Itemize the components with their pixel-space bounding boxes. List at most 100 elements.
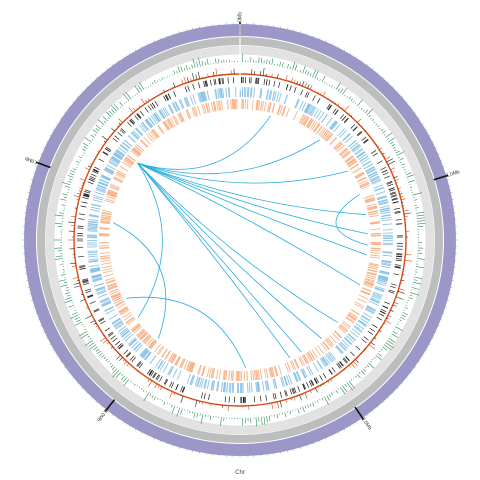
reverse-cds [216,100,219,111]
gc-skew-bar [206,58,209,65]
rna-gene [151,102,156,109]
gc-skew-bar [360,107,363,110]
forward-cds [321,356,329,366]
rna-gene [83,194,90,197]
reverse-cds [273,366,278,377]
gc-skew-bar [105,358,108,362]
reverse-cds [307,351,314,361]
rna-gene [388,289,395,293]
ideogram-tick [111,414,114,417]
reverse-cds [113,177,123,183]
gc-skew-bar [200,414,204,424]
gc-spike [400,196,404,198]
ideogram-tick [172,33,174,36]
gc-spike [352,361,358,367]
rna-gene [90,173,97,177]
reverse-cds [364,194,374,199]
reverse-cds [222,370,225,381]
reverse-cds [127,318,136,326]
gc-spike [215,68,218,76]
gc-skew-bar [119,101,124,107]
forward-cds [113,153,123,160]
ideogram-tick [337,431,339,434]
ideogram-tick [331,434,333,437]
gc-skew-bar [319,399,321,401]
gc-skew-bar [150,84,152,86]
reverse-cds [183,360,189,370]
reverse-cds [368,210,378,214]
forward-cds [162,107,169,117]
reverse-cds [125,156,135,164]
reverse-cds [212,101,216,112]
reverse-cds [100,257,111,260]
reverse-cds [188,362,194,372]
gc-skew-bar [391,333,399,338]
forward-cds [87,230,98,232]
gc-skew-bar [62,181,71,186]
rna-gene [82,281,89,284]
rna-gene [136,113,141,119]
gc-skew-bar [412,281,422,285]
gc-skew-bar [344,95,346,97]
rna-gene [102,151,108,156]
reverse-cds [357,177,367,183]
gc-skew-bar [403,169,406,171]
reverse-cds [361,287,372,292]
forward-cds [294,372,299,382]
reverse-cds [358,294,369,300]
gc-spike [98,327,100,329]
ideogram-tick [437,153,440,155]
gc-skew-bar [68,181,72,183]
gc-skew-bar [268,415,271,422]
forward-cds [127,135,136,143]
forward-cds [130,132,139,140]
forward-cds [250,87,252,98]
reverse-cds [368,265,379,269]
gc-skew-bar [201,60,204,66]
reverse-cds [268,102,272,113]
ideogram-tick [141,431,143,434]
gc-skew-bar [287,63,289,69]
forward-cds [87,226,98,229]
gc-skew-bar [83,146,88,149]
rna-gene [342,358,348,364]
ideogram-tick [444,306,447,308]
reverse-cds [201,365,205,376]
gc-spike [271,73,273,78]
gc-spike [198,400,201,404]
gc-spike [80,293,84,296]
gc-skew-bar [120,375,126,381]
reverse-cds [230,370,233,381]
gc-skew-bar [366,364,370,368]
gc-skew-bar [115,372,122,378]
rna-gene [98,318,105,322]
reverse-cds [313,123,320,133]
gc-spike [118,122,121,125]
rna-gene [339,114,345,120]
gc-spike [111,127,115,132]
synteny-link [137,162,338,323]
gc-skew-track [53,53,426,427]
rna-gene [147,105,152,111]
gc-skew-bar [402,166,405,168]
rna-gene [85,290,92,294]
forward-cds [265,89,269,100]
forward-cds [158,110,165,120]
gc-spike [130,113,132,115]
forward-cds [360,157,370,164]
forward-cds [96,289,107,294]
forward-cds [366,168,376,174]
forward-cds [338,342,347,351]
reverse-cds [205,103,209,114]
forward-cds [92,199,103,203]
gc-skew-bar [328,84,331,86]
reverse-cds [99,227,110,229]
reverse-cds [329,335,337,344]
gc-skew-bar [404,171,407,173]
gc-skew-bar [415,211,425,214]
forward-cds [105,308,116,315]
gc-spike [350,363,356,368]
ideogram-tick [325,40,327,43]
gc-skew-bar [358,106,361,108]
reverse-cds [127,154,136,162]
